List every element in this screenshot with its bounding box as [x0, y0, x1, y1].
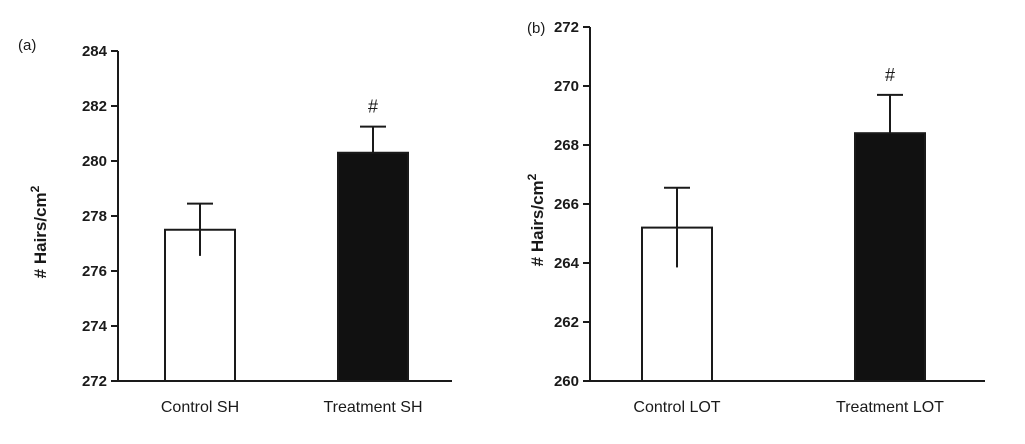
- y-axis-label-superscript: 2: [28, 185, 42, 192]
- y-axis-label-text: # Hairs/cm: [528, 180, 547, 266]
- panel-label: (b): [527, 20, 545, 37]
- y-axis-label-superscript: 2: [525, 173, 539, 180]
- x-category-label: Control SH: [161, 399, 239, 416]
- y-axis-label-text: # Hairs/cm: [31, 192, 50, 278]
- y-tick-label: 272: [82, 373, 107, 390]
- panel-a: (a) 272 274 276 278 280 282 284 # Hairs/cm2 Contr…: [18, 37, 452, 416]
- y-tick-label: 280: [82, 153, 107, 170]
- y-tick-label: 266: [554, 196, 579, 213]
- x-category-label: Treatment LOT: [836, 399, 944, 416]
- y-axis-label: # Hairs/cm2: [525, 173, 547, 266]
- x-category-label: Control LOT: [633, 399, 720, 416]
- significance-mark: #: [368, 97, 378, 117]
- x-category-label: Treatment SH: [324, 399, 423, 416]
- y-tick-label: 276: [82, 263, 107, 280]
- y-tick-label: 260: [554, 373, 579, 390]
- y-tick-label: 272: [554, 19, 579, 36]
- panel-b: (b) 260 262 264 266 268 270 272 # Hairs/cm2 Contr…: [525, 19, 985, 416]
- bar: [854, 132, 926, 382]
- y-tick-label: 274: [82, 318, 108, 335]
- bar: [337, 151, 409, 382]
- y-tick-label: 284: [82, 43, 108, 60]
- y-tick-label: 278: [82, 208, 107, 225]
- y-tick-label: 264: [554, 255, 580, 272]
- y-axis-label: # Hairs/cm2: [28, 185, 50, 278]
- y-tick-label: 282: [82, 98, 107, 115]
- y-tick-label: 268: [554, 137, 579, 154]
- panel-label: (a): [18, 37, 36, 54]
- y-tick-label: 262: [554, 314, 579, 331]
- y-tick-label: 270: [554, 78, 579, 95]
- significance-mark: #: [885, 65, 895, 85]
